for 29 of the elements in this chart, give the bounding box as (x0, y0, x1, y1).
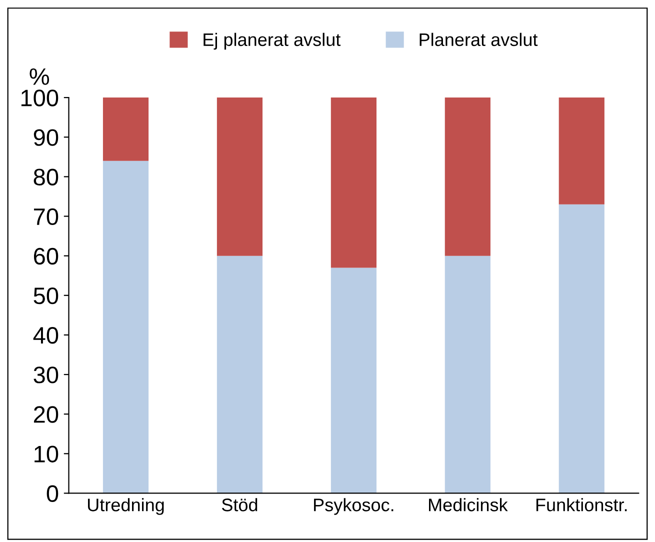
y-tick-label: 90 (34, 129, 58, 146)
y-tick-label: 50 (34, 287, 58, 304)
y-tick-label: 80 (34, 168, 58, 186)
bar (558, 98, 604, 204)
y-tick-label: 40 (33, 327, 58, 344)
y-tick-label: 70 (34, 208, 58, 226)
bar (330, 268, 376, 494)
y-axis-title: % (30, 68, 50, 85)
bar (102, 160, 149, 494)
y-tick-label: 0 (46, 485, 58, 502)
x-tick-label: Psykosoc. (314, 498, 394, 515)
x-tick-label: Stöd (222, 498, 258, 512)
y-tick-label: 60 (34, 248, 58, 265)
bar (444, 98, 490, 256)
legend-label: Ej planerat avslut (204, 32, 341, 50)
legend-label: Planerat avslut (420, 32, 538, 46)
y-tick-label: 30 (34, 366, 58, 384)
bar (102, 98, 149, 161)
bar (216, 256, 263, 494)
bar (558, 204, 604, 494)
x-tick-label: Funktionstr. (536, 498, 627, 512)
x-tick-label: Utredning (88, 498, 164, 515)
bar (216, 98, 263, 256)
bar (330, 98, 376, 268)
x-tick-label: Medicinsk (429, 498, 508, 512)
bar (444, 256, 490, 494)
y-tick-label: 20 (34, 406, 58, 423)
y-tick-label: 10 (34, 446, 58, 462)
y-tick-label: 100 (21, 90, 58, 106)
